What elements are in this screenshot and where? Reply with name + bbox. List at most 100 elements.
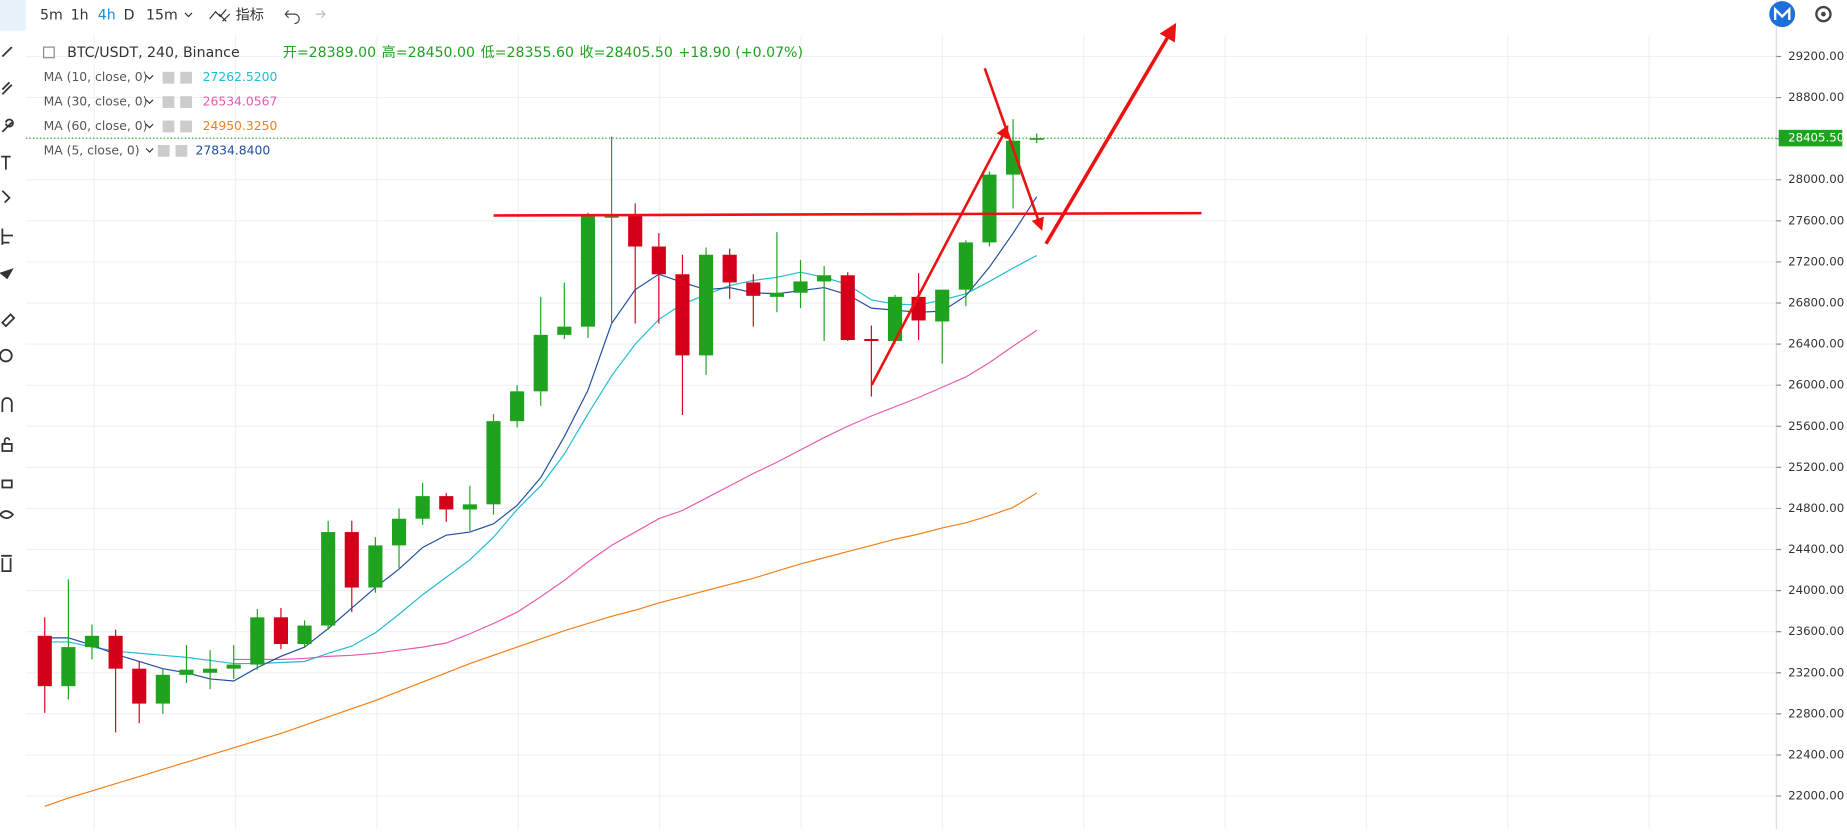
legend-name: MA (5, close, 0)	[44, 143, 140, 157]
price-axis: 22000.00 22400.00 22800.00 23200.00 23600.00…	[25, 49, 1844, 803]
last-price-box	[1778, 129, 1843, 147]
interval[interactable]: 4h	[98, 7, 116, 23]
legend-name: MA (60, close, 0)	[44, 119, 148, 133]
legend-value: 27834.8400	[196, 143, 271, 157]
ohlc-value: 低=28355.60	[481, 45, 574, 61]
candles	[37, 119, 1044, 733]
y-tick-label: 25200.00	[1788, 460, 1844, 474]
candle-body	[864, 338, 879, 342]
tool[interactable]	[0, 510, 15, 520]
legend-settings[interactable]	[162, 71, 175, 84]
legend-close[interactable]	[180, 96, 193, 108]
tool[interactable]	[1, 397, 13, 413]
y-tick-label: 29200.00	[1788, 49, 1844, 63]
candle-body	[533, 334, 548, 392]
legend-close[interactable]	[175, 144, 188, 157]
cursor-tool[interactable]	[0, 0, 26, 31]
candle-body	[675, 274, 690, 356]
settings[interactable]	[1815, 5, 1832, 23]
ma-line	[233, 329, 1038, 661]
candle-body	[557, 326, 572, 335]
vertical-grid	[93, 35, 1650, 829]
interval[interactable]: 15m	[146, 7, 178, 23]
top-toolbar: 5m 1h 4h D 15m 指标	[0, 0, 1832, 31]
legend-dropdown[interactable]	[145, 123, 154, 129]
y-tick-label: 25600.00	[1788, 419, 1844, 433]
candle-body	[250, 617, 265, 665]
legend-value: 24950.3250	[203, 119, 278, 133]
candle-body	[391, 518, 407, 546]
candle-body	[887, 296, 903, 342]
candle-body	[226, 664, 241, 669]
y-tick-label: 28000.00	[1788, 172, 1844, 186]
collapse-box[interactable]	[42, 46, 55, 59]
y-tick-label: 26800.00	[1788, 296, 1844, 310]
candle-body	[769, 292, 784, 297]
indicator-icon	[209, 9, 231, 22]
indicators-button[interactable]: 指标	[236, 7, 264, 23]
candle-body	[84, 635, 100, 648]
tool[interactable]	[1, 118, 14, 133]
legend-value: 26534.0567	[203, 95, 278, 109]
legend-settings[interactable]	[157, 144, 170, 157]
legend-settings[interactable]	[162, 120, 175, 133]
interval[interactable]: D	[124, 7, 135, 23]
ohlc-value: 开=28389.00	[283, 45, 376, 61]
y-tick-label: 27200.00	[1788, 254, 1844, 268]
candle-body	[462, 504, 477, 510]
annotations	[493, 22, 1202, 386]
tool[interactable]	[1, 313, 16, 328]
candle-body	[297, 625, 312, 645]
legend-name: MA (30, close, 0)	[44, 95, 148, 109]
redo[interactable]	[315, 10, 326, 19]
legend-dropdown[interactable]	[145, 148, 154, 153]
logo[interactable]	[1769, 1, 1796, 28]
candle-body	[651, 246, 666, 275]
dropdown[interactable]	[184, 12, 193, 18]
ma-line	[44, 196, 1038, 682]
tool[interactable]	[0, 268, 14, 280]
legend-close[interactable]	[180, 120, 193, 133]
tool[interactable]	[1, 437, 13, 452]
legend: BTC/USDT, 240, Binance 开=28389.00 高=28450.…	[42, 44, 803, 157]
tool[interactable]	[0, 348, 13, 363]
candle-body	[911, 296, 926, 321]
tool[interactable]	[1, 46, 13, 58]
tool[interactable]	[1, 479, 13, 489]
legend-dropdown[interactable]	[145, 74, 154, 80]
candle-body	[344, 532, 359, 588]
candle-body	[37, 635, 52, 687]
ohlc-value: 高=28450.00	[382, 44, 475, 61]
undo[interactable]	[284, 10, 300, 25]
y-tick-label: 23600.00	[1788, 624, 1844, 638]
tool[interactable]	[1, 81, 13, 95]
tool[interactable]	[1, 190, 11, 204]
candle-body	[580, 215, 596, 327]
y-tick-label: 24400.00	[1788, 542, 1844, 556]
candle-body	[155, 674, 170, 704]
candle-body	[439, 496, 454, 510]
grid	[25, 55, 1777, 797]
legend-dropdown[interactable]	[145, 99, 154, 105]
candle-body	[179, 669, 194, 675]
candle-body	[722, 254, 737, 283]
candle-body	[108, 635, 123, 669]
legend-settings[interactable]	[162, 96, 175, 108]
tool[interactable]	[1, 155, 11, 170]
candle-body	[698, 254, 714, 356]
candle-body	[1029, 138, 1044, 140]
y-tick-label: 26400.00	[1788, 337, 1844, 351]
candle-body	[203, 668, 218, 673]
ma-lines	[44, 196, 1038, 807]
candle-body	[510, 391, 525, 422]
legend-close[interactable]	[180, 71, 193, 84]
symbol-title: BTC/USDT, 240, Binance	[67, 45, 240, 61]
candle-body	[958, 242, 973, 290]
interval[interactable]: 5m	[40, 7, 63, 23]
settings-center	[1821, 11, 1826, 17]
candle-body	[61, 647, 76, 687]
tool[interactable]	[1, 554, 12, 572]
interval[interactable]: 1h	[71, 7, 89, 23]
tool[interactable]	[1, 228, 13, 245]
